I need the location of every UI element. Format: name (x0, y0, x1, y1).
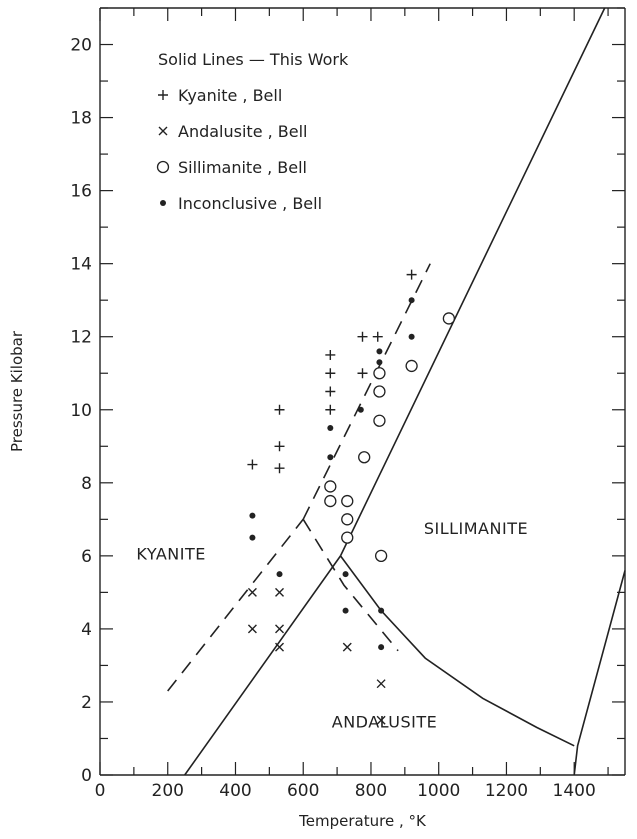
solid-line-melting (573, 570, 626, 776)
kyanite-point (357, 368, 368, 379)
inconclusive-point (342, 571, 349, 578)
y-tick-label: 4 (81, 620, 92, 640)
x-tick-label: 0 (95, 781, 106, 801)
kyanite-point (357, 331, 368, 342)
legend-dot-icon (160, 200, 166, 206)
kyanite-point (325, 404, 336, 415)
legend-plus-icon (158, 90, 168, 100)
legend-entry-dot: Inconclusive , Bell (178, 194, 322, 213)
legend: Solid Lines — This Work Kyanite , Bell And… (156, 50, 349, 213)
y-tick-label: 14 (70, 255, 92, 275)
legend-entry-plus: Kyanite , Bell (178, 86, 282, 105)
sillimanite-point (405, 359, 418, 373)
y-tick-label: 2 (81, 693, 92, 713)
inconclusive-point (376, 348, 383, 355)
inconclusive-point (249, 512, 256, 519)
region-labels: KYANITE SILLIMANITE ANDALUSITE (136, 519, 528, 732)
legend-entry-circle: Sillimanite , Bell (178, 158, 307, 177)
inconclusive-point (342, 607, 349, 614)
legend-entry-solid-lines: Solid Lines — This Work (158, 50, 349, 69)
kyanite-point (325, 368, 336, 379)
inconclusive-point (378, 644, 385, 651)
legend-x-icon (158, 126, 168, 136)
solid-line-andalusite-sillimanite (339, 555, 575, 747)
region-label-kyanite: KYANITE (136, 545, 205, 564)
x-tick-label: 200 (152, 781, 184, 801)
x-tick-label: 600 (287, 781, 319, 801)
inconclusive-point (327, 425, 334, 432)
x-tick-label: 400 (219, 781, 251, 801)
kyanite-point (247, 459, 258, 470)
inconclusive-point (249, 534, 256, 541)
andalusite-point (275, 642, 285, 652)
y-tick-label: 0 (81, 766, 92, 786)
y-tick-label: 12 (70, 328, 92, 348)
legend-entry-x: Andalusite , Bell (178, 122, 308, 141)
sillimanite-point (374, 549, 388, 563)
sillimanite-point (373, 385, 386, 398)
sillimanite-point (341, 513, 354, 526)
y-tick-label: 16 (70, 182, 92, 202)
sillimanite-point (341, 531, 354, 544)
kyanite-point (325, 349, 336, 360)
y-tick-label: 18 (70, 109, 92, 129)
kyanite-point (325, 386, 336, 397)
dashed-line-bell-kyanite-andalusite (167, 518, 304, 692)
inconclusive-point (276, 571, 283, 578)
data-points (247, 269, 456, 725)
andalusite-point (247, 587, 257, 597)
sillimanite-point (442, 312, 456, 325)
x-tick-label: 1000 (417, 781, 460, 801)
andalusite-point (376, 679, 386, 689)
solid-line-kyanite-sillimanite (339, 7, 606, 557)
sillimanite-point (341, 494, 354, 508)
kyanite-point (274, 404, 285, 415)
andalusite-point (342, 642, 352, 652)
x-tick-label: 1200 (485, 781, 528, 801)
sillimanite-point (373, 414, 386, 427)
axes: 0 200 400 600 800 1000 1200 1400 0 2 4 6 8 10 12 14 16 18… (70, 7, 626, 801)
dashed-line-bell-andalusite-sillimanite (302, 518, 399, 652)
inconclusive-point (378, 607, 385, 614)
x-tick-label: 1400 (553, 781, 596, 801)
solid-line-kyanite-andalusite (184, 555, 342, 776)
andalusite-point (247, 624, 257, 634)
inconclusive-point (327, 454, 334, 461)
legend-circle-icon (156, 160, 170, 174)
boundary-lines (167, 7, 626, 776)
kyanite-point (274, 463, 285, 474)
sillimanite-point (324, 494, 337, 508)
sillimanite-point (358, 451, 371, 464)
region-label-andalusite: ANDALUSITE (332, 713, 437, 732)
x-tick-label: 800 (355, 781, 387, 801)
andalusite-point (275, 624, 285, 634)
y-tick-label: 8 (81, 474, 92, 494)
kyanite-point (274, 441, 285, 452)
y-tick-label: 20 (70, 36, 92, 56)
andalusite-point (376, 715, 386, 725)
y-tick-label: 6 (81, 547, 92, 567)
andalusite-point (275, 587, 285, 597)
kyanite-point (372, 331, 383, 342)
inconclusive-point (408, 297, 415, 304)
sillimanite-point (324, 480, 337, 493)
kyanite-point (406, 269, 417, 280)
dashed-line-bell-kyanite-sillimanite (302, 263, 431, 520)
inconclusive-point (376, 359, 383, 366)
y-tick-label: 10 (70, 401, 92, 421)
x-axis-title: Temperature , °K (298, 812, 427, 830)
y-axis-title: Pressure Kilobar (8, 330, 26, 452)
inconclusive-point (408, 333, 415, 340)
sillimanite-point (373, 367, 386, 380)
region-label-sillimanite: SILLIMANITE (424, 519, 528, 538)
inconclusive-point (357, 406, 364, 413)
